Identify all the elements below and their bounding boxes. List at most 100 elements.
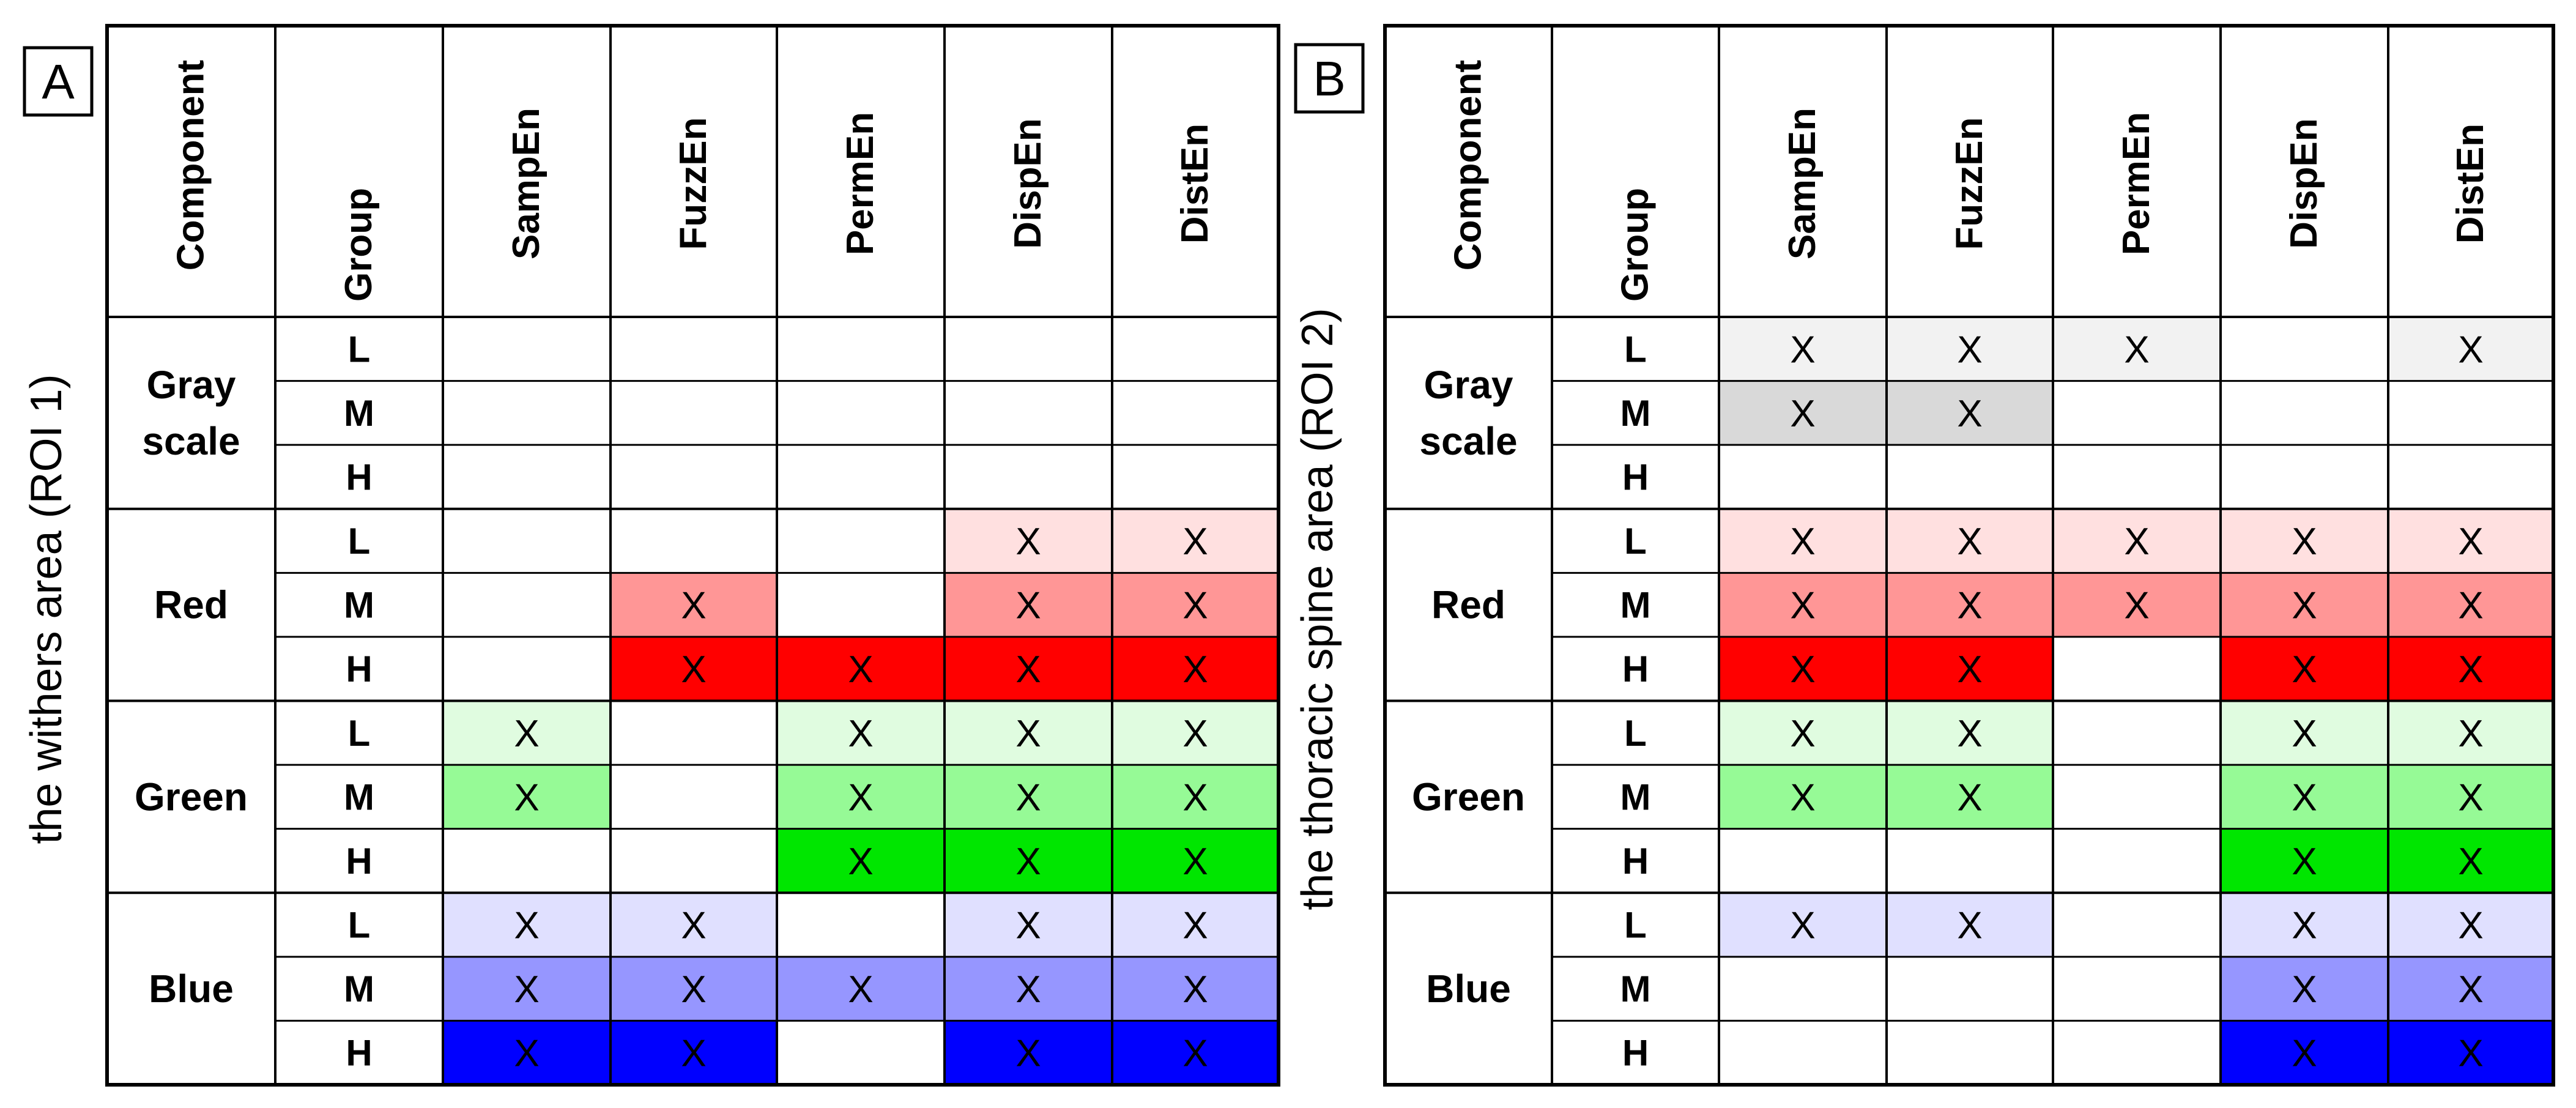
mark-blue-L-fuzzen: X [681,905,706,947]
mark-blue-L-disten: X [1182,905,1208,947]
cell-fill-red-H-disten [2388,636,2553,701]
mark-blue-H-dispen: X [2292,1033,2317,1075]
component-label-blue: Blue [149,967,234,1011]
cell-fill-red-M-dispen [945,573,1112,637]
cell-fill-gray-M-sampen [1719,381,1887,445]
component-label-gray: Gray [147,363,236,407]
group-label-gray-L: L [348,329,371,370]
cell-fill-red-M-fuzzen [1887,573,2053,637]
cell-fill-red-L-disten [1112,508,1279,573]
cell-fill-blue-H-sampen [443,1021,611,1085]
mark-green-M-dispen: X [1015,776,1041,819]
cell-fill-blue-L-fuzzen [611,893,777,957]
cell-fill-blue-H-disten [1112,1021,1279,1085]
cell-fill-blue-H-dispen [2221,1021,2388,1085]
group-label-green-M: M [1620,776,1651,817]
mark-blue-L-disten: X [2458,905,2483,947]
mark-red-M-dispen: X [2292,585,2317,627]
cell-fill-green-H-disten [2388,828,2553,893]
mark-red-H-disten: X [2458,649,2483,691]
cell-fill-green-M-disten [1112,765,1279,829]
group-label-blue-L: L [348,905,371,946]
mark-blue-L-sampen: X [514,905,539,947]
mark-red-M-sampen: X [1790,585,1815,627]
cell-fill-green-L-sampen [1719,701,1887,765]
mark-blue-L-dispen: X [1015,905,1041,947]
mark-red-M-disten: X [2458,585,2483,627]
cell-fill-blue-M-dispen [945,956,1112,1021]
cell-fill-green-L-sampen [443,701,611,765]
cell-fill-green-L-dispen [945,701,1112,765]
cell-fill-green-H-disten [1112,828,1279,893]
cell-fill-red-L-dispen [945,508,1112,573]
component-label-gray: Gray [1424,363,1513,407]
component-label-gray: scale [1419,419,1517,463]
mark-blue-M-dispen: X [2292,969,2317,1011]
component-label-green: Green [1412,775,1525,819]
mark-blue-M-fuzzen: X [681,969,706,1011]
group-label-gray-H: H [1622,456,1649,497]
group-label-blue-M: M [344,969,374,1009]
cell-fill-red-M-fuzzen [611,573,777,637]
mark-blue-L-sampen: X [1790,905,1815,947]
cell-fill-red-M-disten [1112,573,1279,637]
component-label-blue: Blue [1426,967,1511,1011]
mark-blue-H-dispen: X [1015,1033,1041,1075]
cell-fill-green-M-fuzzen [1887,765,2053,829]
cell-fill-red-H-sampen [1719,636,1887,701]
component-label-red: Red [1431,583,1505,627]
mark-blue-L-dispen: X [2292,905,2317,947]
component-label-red: Red [154,583,228,627]
cell-fill-blue-L-fuzzen [1887,893,2053,957]
cell-fill-red-L-sampen [1719,508,1887,573]
cell-fill-red-H-fuzzen [611,636,777,701]
cell-fill-blue-L-disten [2388,893,2553,957]
mark-green-H-dispen: X [2292,841,2317,883]
mark-blue-H-sampen: X [514,1033,539,1075]
group-label-green-L: L [1624,713,1647,754]
mark-green-L-sampen: X [514,713,539,755]
group-label-gray-H: H [346,456,372,497]
cell-fill-red-L-fuzzen [1887,508,2053,573]
mark-red-L-disten: X [1182,521,1208,563]
mark-blue-L-fuzzen: X [1957,905,1982,947]
mark-green-M-sampen: X [514,776,539,819]
cell-fill-blue-L-disten [1112,893,1279,957]
mark-green-H-permen: X [848,841,873,883]
mark-red-H-fuzzen: X [1957,649,1982,691]
cell-fill-green-M-permen [777,765,945,829]
cell-fill-blue-M-dispen [2221,956,2388,1021]
mark-red-M-fuzzen: X [681,585,706,627]
group-label-green-M: M [344,776,374,817]
mark-red-L-dispen: X [1015,521,1041,563]
mark-gray-L-disten: X [2458,329,2483,371]
mark-gray-L-sampen: X [1790,329,1815,371]
cell-fill-blue-L-sampen [1719,893,1887,957]
cell-fill-blue-L-sampen [443,893,611,957]
cell-fill-red-L-dispen [2221,508,2388,573]
group-label-red-H: H [1622,649,1649,690]
header-sampen: SampEn [1781,108,1824,259]
cell-fill-red-H-permen [777,636,945,701]
header-dispen: DispEn [1007,118,1049,249]
mark-green-H-dispen: X [1015,841,1041,883]
cell-fill-red-H-dispen [2221,636,2388,701]
component-label-gray: scale [142,419,240,463]
mark-green-M-disten: X [1182,776,1208,819]
header-permen: PermEn [2115,112,2158,255]
header-permen: PermEn [839,112,882,255]
mark-red-L-fuzzen: X [1957,521,1982,563]
mark-gray-L-permen: X [2124,329,2149,371]
mark-gray-M-sampen: X [1790,393,1815,435]
cell-fill-blue-M-sampen [443,956,611,1021]
mark-red-L-permen: X [2124,521,2149,563]
cell-fill-blue-M-disten [1112,956,1279,1021]
mark-red-H-sampen: X [1790,649,1815,691]
mark-red-M-fuzzen: X [1957,585,1982,627]
cell-fill-green-M-dispen [2221,765,2388,829]
cell-fill-red-M-disten [2388,573,2553,637]
cell-fill-blue-L-dispen [2221,893,2388,957]
mark-red-L-disten: X [2458,521,2483,563]
group-label-gray-M: M [344,393,374,434]
